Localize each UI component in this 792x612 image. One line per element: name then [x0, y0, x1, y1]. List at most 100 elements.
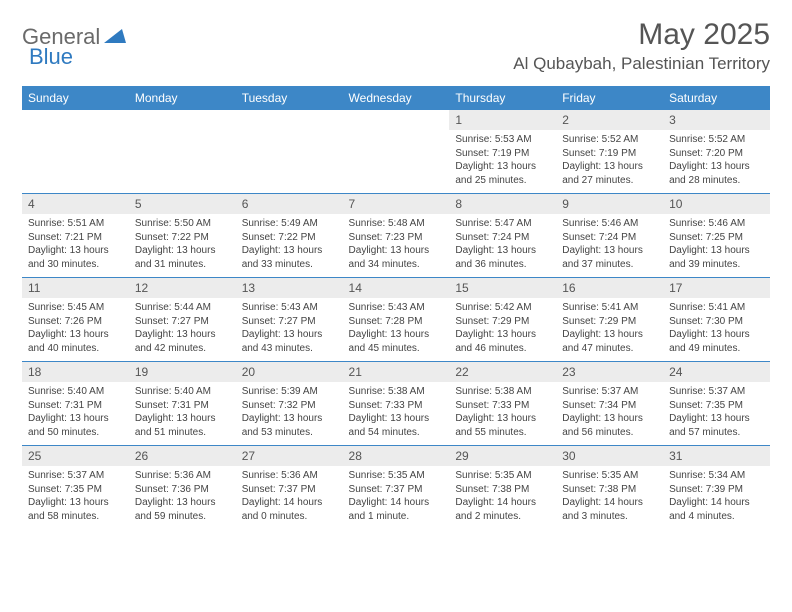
- day-number-cell: 22: [449, 362, 556, 383]
- col-monday: Monday: [129, 86, 236, 110]
- sunrise-line: Sunrise: 5:37 AM: [562, 385, 657, 399]
- sunrise-line: Sunrise: 5:53 AM: [455, 133, 550, 147]
- sunrise-line: Sunrise: 5:40 AM: [135, 385, 230, 399]
- title-block: May 2025 Al Qubaybah, Palestinian Territ…: [513, 18, 770, 74]
- day-info-cell: [129, 130, 236, 194]
- daynum-row: 25262728293031: [22, 446, 770, 467]
- sunset-line: Sunset: 7:19 PM: [455, 147, 550, 161]
- daynum-row: 18192021222324: [22, 362, 770, 383]
- day-number-cell: 31: [663, 446, 770, 467]
- day-info-cell: Sunrise: 5:46 AMSunset: 7:25 PMDaylight:…: [663, 214, 770, 278]
- daynum-row: 11121314151617: [22, 278, 770, 299]
- day-info-cell: Sunrise: 5:38 AMSunset: 7:33 PMDaylight:…: [449, 382, 556, 446]
- daylight-line: Daylight: 13 hours and 51 minutes.: [135, 412, 230, 439]
- day-info-cell: Sunrise: 5:46 AMSunset: 7:24 PMDaylight:…: [556, 214, 663, 278]
- sunrise-line: Sunrise: 5:50 AM: [135, 217, 230, 231]
- day-number-cell: [129, 110, 236, 130]
- sunrise-line: Sunrise: 5:37 AM: [669, 385, 764, 399]
- logo-word2: Blue: [29, 44, 73, 70]
- daylight-line: Daylight: 14 hours and 0 minutes.: [242, 496, 337, 523]
- sunset-line: Sunset: 7:27 PM: [135, 315, 230, 329]
- day-info-cell: Sunrise: 5:35 AMSunset: 7:38 PMDaylight:…: [556, 466, 663, 529]
- day-number-cell: 4: [22, 194, 129, 215]
- day-info-cell: Sunrise: 5:47 AMSunset: 7:24 PMDaylight:…: [449, 214, 556, 278]
- sunset-line: Sunset: 7:23 PM: [349, 231, 444, 245]
- daylight-line: Daylight: 13 hours and 27 minutes.: [562, 160, 657, 187]
- daylight-line: Daylight: 13 hours and 58 minutes.: [28, 496, 123, 523]
- daylight-line: Daylight: 13 hours and 56 minutes.: [562, 412, 657, 439]
- col-tuesday: Tuesday: [236, 86, 343, 110]
- day-number-cell: 11: [22, 278, 129, 299]
- sunrise-line: Sunrise: 5:42 AM: [455, 301, 550, 315]
- sunrise-line: Sunrise: 5:47 AM: [455, 217, 550, 231]
- day-number-cell: 24: [663, 362, 770, 383]
- day-info-cell: Sunrise: 5:37 AMSunset: 7:35 PMDaylight:…: [22, 466, 129, 529]
- sunset-line: Sunset: 7:35 PM: [669, 399, 764, 413]
- sunrise-line: Sunrise: 5:35 AM: [349, 469, 444, 483]
- sunrise-line: Sunrise: 5:43 AM: [349, 301, 444, 315]
- sunset-line: Sunset: 7:25 PM: [669, 231, 764, 245]
- day-info-cell: Sunrise: 5:52 AMSunset: 7:19 PMDaylight:…: [556, 130, 663, 194]
- sunrise-line: Sunrise: 5:34 AM: [669, 469, 764, 483]
- sunrise-line: Sunrise: 5:38 AM: [455, 385, 550, 399]
- sunset-line: Sunset: 7:31 PM: [135, 399, 230, 413]
- day-number-cell: 19: [129, 362, 236, 383]
- day-info-cell: Sunrise: 5:51 AMSunset: 7:21 PMDaylight:…: [22, 214, 129, 278]
- sunset-line: Sunset: 7:34 PM: [562, 399, 657, 413]
- daylight-line: Daylight: 13 hours and 34 minutes.: [349, 244, 444, 271]
- day-number-cell: 29: [449, 446, 556, 467]
- day-number-cell: 1: [449, 110, 556, 130]
- day-info-cell: Sunrise: 5:37 AMSunset: 7:35 PMDaylight:…: [663, 382, 770, 446]
- daylight-line: Daylight: 14 hours and 2 minutes.: [455, 496, 550, 523]
- col-friday: Friday: [556, 86, 663, 110]
- daylight-line: Daylight: 13 hours and 49 minutes.: [669, 328, 764, 355]
- sunset-line: Sunset: 7:39 PM: [669, 483, 764, 497]
- daylight-line: Daylight: 13 hours and 50 minutes.: [28, 412, 123, 439]
- sunrise-line: Sunrise: 5:44 AM: [135, 301, 230, 315]
- day-number-cell: 16: [556, 278, 663, 299]
- day-number-cell: 21: [343, 362, 450, 383]
- day-info-cell: Sunrise: 5:53 AMSunset: 7:19 PMDaylight:…: [449, 130, 556, 194]
- daynum-row: 45678910: [22, 194, 770, 215]
- day-info-cell: Sunrise: 5:49 AMSunset: 7:22 PMDaylight:…: [236, 214, 343, 278]
- day-info-cell: Sunrise: 5:43 AMSunset: 7:28 PMDaylight:…: [343, 298, 450, 362]
- sunset-line: Sunset: 7:22 PM: [242, 231, 337, 245]
- sunrise-line: Sunrise: 5:46 AM: [669, 217, 764, 231]
- day-number-cell: 5: [129, 194, 236, 215]
- day-info-cell: Sunrise: 5:35 AMSunset: 7:37 PMDaylight:…: [343, 466, 450, 529]
- sunset-line: Sunset: 7:38 PM: [455, 483, 550, 497]
- daylight-line: Daylight: 13 hours and 57 minutes.: [669, 412, 764, 439]
- day-info-cell: Sunrise: 5:48 AMSunset: 7:23 PMDaylight:…: [343, 214, 450, 278]
- daylight-line: Daylight: 14 hours and 3 minutes.: [562, 496, 657, 523]
- day-number-cell: 10: [663, 194, 770, 215]
- daylight-line: Daylight: 13 hours and 37 minutes.: [562, 244, 657, 271]
- sunset-line: Sunset: 7:33 PM: [349, 399, 444, 413]
- weekday-header-row: Sunday Monday Tuesday Wednesday Thursday…: [22, 86, 770, 110]
- sunset-line: Sunset: 7:22 PM: [135, 231, 230, 245]
- sunrise-line: Sunrise: 5:40 AM: [28, 385, 123, 399]
- sunrise-line: Sunrise: 5:43 AM: [242, 301, 337, 315]
- day-number-cell: [22, 110, 129, 130]
- sunset-line: Sunset: 7:28 PM: [349, 315, 444, 329]
- day-number-cell: 8: [449, 194, 556, 215]
- page-title: May 2025: [513, 18, 770, 52]
- daylight-line: Daylight: 13 hours and 40 minutes.: [28, 328, 123, 355]
- day-number-cell: 30: [556, 446, 663, 467]
- day-info-cell: Sunrise: 5:40 AMSunset: 7:31 PMDaylight:…: [22, 382, 129, 446]
- sunset-line: Sunset: 7:19 PM: [562, 147, 657, 161]
- day-info-cell: [22, 130, 129, 194]
- col-wednesday: Wednesday: [343, 86, 450, 110]
- day-number-cell: 13: [236, 278, 343, 299]
- header: General May 2025 Al Qubaybah, Palestinia…: [22, 18, 770, 74]
- info-row: Sunrise: 5:53 AMSunset: 7:19 PMDaylight:…: [22, 130, 770, 194]
- sunset-line: Sunset: 7:36 PM: [135, 483, 230, 497]
- day-number-cell: 25: [22, 446, 129, 467]
- info-row: Sunrise: 5:37 AMSunset: 7:35 PMDaylight:…: [22, 466, 770, 529]
- sunset-line: Sunset: 7:24 PM: [562, 231, 657, 245]
- sunset-line: Sunset: 7:31 PM: [28, 399, 123, 413]
- daylight-line: Daylight: 13 hours and 55 minutes.: [455, 412, 550, 439]
- day-number-cell: [236, 110, 343, 130]
- day-info-cell: Sunrise: 5:42 AMSunset: 7:29 PMDaylight:…: [449, 298, 556, 362]
- day-number-cell: 27: [236, 446, 343, 467]
- daylight-line: Daylight: 13 hours and 36 minutes.: [455, 244, 550, 271]
